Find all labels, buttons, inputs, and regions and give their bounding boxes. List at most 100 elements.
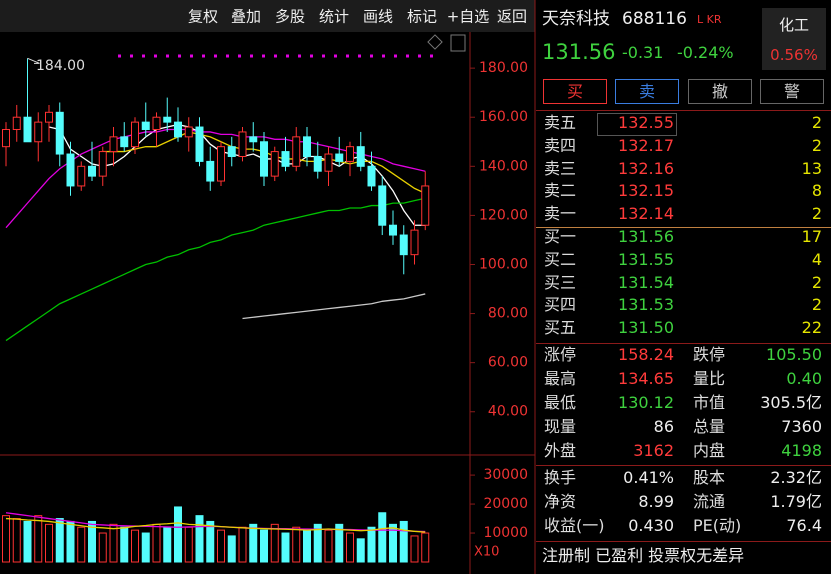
candle-body: [131, 121, 139, 148]
stock-tag: L KR: [697, 13, 722, 26]
volume-bar: [335, 523, 344, 563]
volume-bar: [206, 520, 215, 563]
price: 131.56: [542, 40, 616, 64]
book-qty: 2: [811, 295, 822, 315]
volume-bar: [367, 526, 376, 563]
toolbar-button[interactable]: 统计: [319, 8, 349, 26]
book-label: 买四: [544, 295, 577, 315]
book-price: 132.14: [618, 204, 674, 224]
book-qty: 13: [801, 158, 822, 178]
toolbar-button[interactable]: 画线: [363, 8, 393, 26]
stat-label: PE(动): [693, 516, 742, 535]
ma-line: [5, 128, 426, 229]
book-price: 131.56: [618, 227, 674, 246]
toolbar-button[interactable]: 返回: [497, 8, 527, 26]
candle-body: [195, 126, 204, 162]
volume-bar: [195, 515, 204, 563]
volume-bar: [163, 526, 172, 563]
volume-bar: [184, 526, 193, 563]
candle-body: [335, 153, 344, 162]
book-label: 卖三: [544, 158, 577, 178]
annotation: 184.00: [36, 58, 85, 74]
candle-body: [367, 165, 376, 187]
footer: 注册制 已盈利 投票权无差异: [542, 546, 745, 565]
candle-body: [98, 151, 107, 177]
book-price: 131.53: [618, 295, 674, 315]
y-tick-label: 120.00: [479, 207, 528, 223]
candle-body: [324, 153, 333, 172]
candle-body: [281, 151, 290, 167]
stat-value: 2.32亿: [770, 468, 822, 487]
divider: [536, 465, 831, 466]
candle-body: [270, 151, 279, 177]
volume-bar: [98, 532, 107, 563]
y-tick-label: 100.00: [479, 256, 528, 272]
selected-ask: [597, 113, 677, 136]
toolbar-button[interactable]: 标记: [407, 8, 437, 26]
stat-value: 105.50: [766, 345, 822, 364]
book-price: 132.55: [618, 113, 674, 132]
book-label: 买二: [544, 249, 577, 269]
stat-label: 涨停: [544, 345, 577, 364]
stat-value: 0.40: [786, 369, 822, 388]
candle-body: [356, 146, 365, 167]
stat-label: 最低: [544, 393, 577, 412]
volume-bar: [88, 520, 96, 563]
volume-bar: [238, 526, 247, 563]
volume-bar: [324, 529, 333, 563]
book-price: 132.15: [618, 181, 674, 201]
book-qty: 2: [811, 204, 822, 224]
toolbar-button[interactable]: 多股: [275, 8, 305, 26]
buy-button[interactable]: 买: [543, 79, 607, 104]
toolbar-button[interactable]: 复权: [188, 8, 218, 26]
cancel-button[interactable]: 撤: [688, 79, 752, 104]
stock-code: 688116: [622, 9, 687, 29]
volume-bar: [410, 535, 419, 563]
volume-bar: [270, 523, 279, 563]
ma-line: [5, 197, 426, 342]
volume-bar: [120, 526, 129, 563]
toolbar-button[interactable]: 叠加: [231, 8, 261, 26]
stat-value: 4198: [781, 441, 822, 460]
y-tick-label: 80.00: [488, 306, 528, 322]
sector-change: 0.56%: [770, 46, 818, 64]
candle-body: [163, 116, 172, 123]
stat-label: 内盘: [693, 441, 726, 460]
candle-body: [217, 146, 225, 182]
sell-button[interactable]: 卖: [615, 79, 679, 104]
volume-bar: [23, 520, 32, 563]
volume-bar: [12, 518, 21, 563]
stat-label: 最高: [544, 369, 577, 388]
volume-tick-label: 10000: [483, 525, 528, 541]
volume-bar: [152, 523, 161, 563]
stat-value: 0.430: [628, 516, 674, 535]
candle-body: [238, 131, 247, 157]
volume-bar: [378, 512, 387, 563]
candle-body: [88, 165, 96, 177]
volume-bar: [292, 526, 301, 563]
toolbar-button[interactable]: +自选: [447, 8, 490, 26]
change: -0.31: [622, 43, 664, 62]
candle-body: [292, 136, 301, 167]
book-qty: 2: [811, 135, 822, 155]
alert-button[interactable]: 警: [760, 79, 824, 104]
book-qty: 2: [811, 113, 822, 132]
candle-body: [45, 111, 53, 123]
y-tick-label: 40.00: [488, 404, 528, 420]
volume-bar: [281, 532, 290, 563]
annotation-arrow: [27, 57, 40, 64]
book-qty: 17: [801, 227, 822, 246]
volume-bar: [421, 532, 430, 563]
candle-body: [303, 136, 311, 157]
volume-bar: [45, 523, 53, 563]
book-price: 131.55: [618, 249, 674, 269]
candle-body: [206, 160, 215, 182]
volume-tick-label: 30000: [483, 467, 528, 483]
candle-body: [152, 116, 161, 130]
book-label: 卖五: [544, 113, 577, 132]
book-qty: 2: [811, 272, 822, 292]
divider: [536, 110, 831, 111]
book-label: 买三: [544, 272, 577, 292]
volume-bar: [249, 523, 258, 563]
